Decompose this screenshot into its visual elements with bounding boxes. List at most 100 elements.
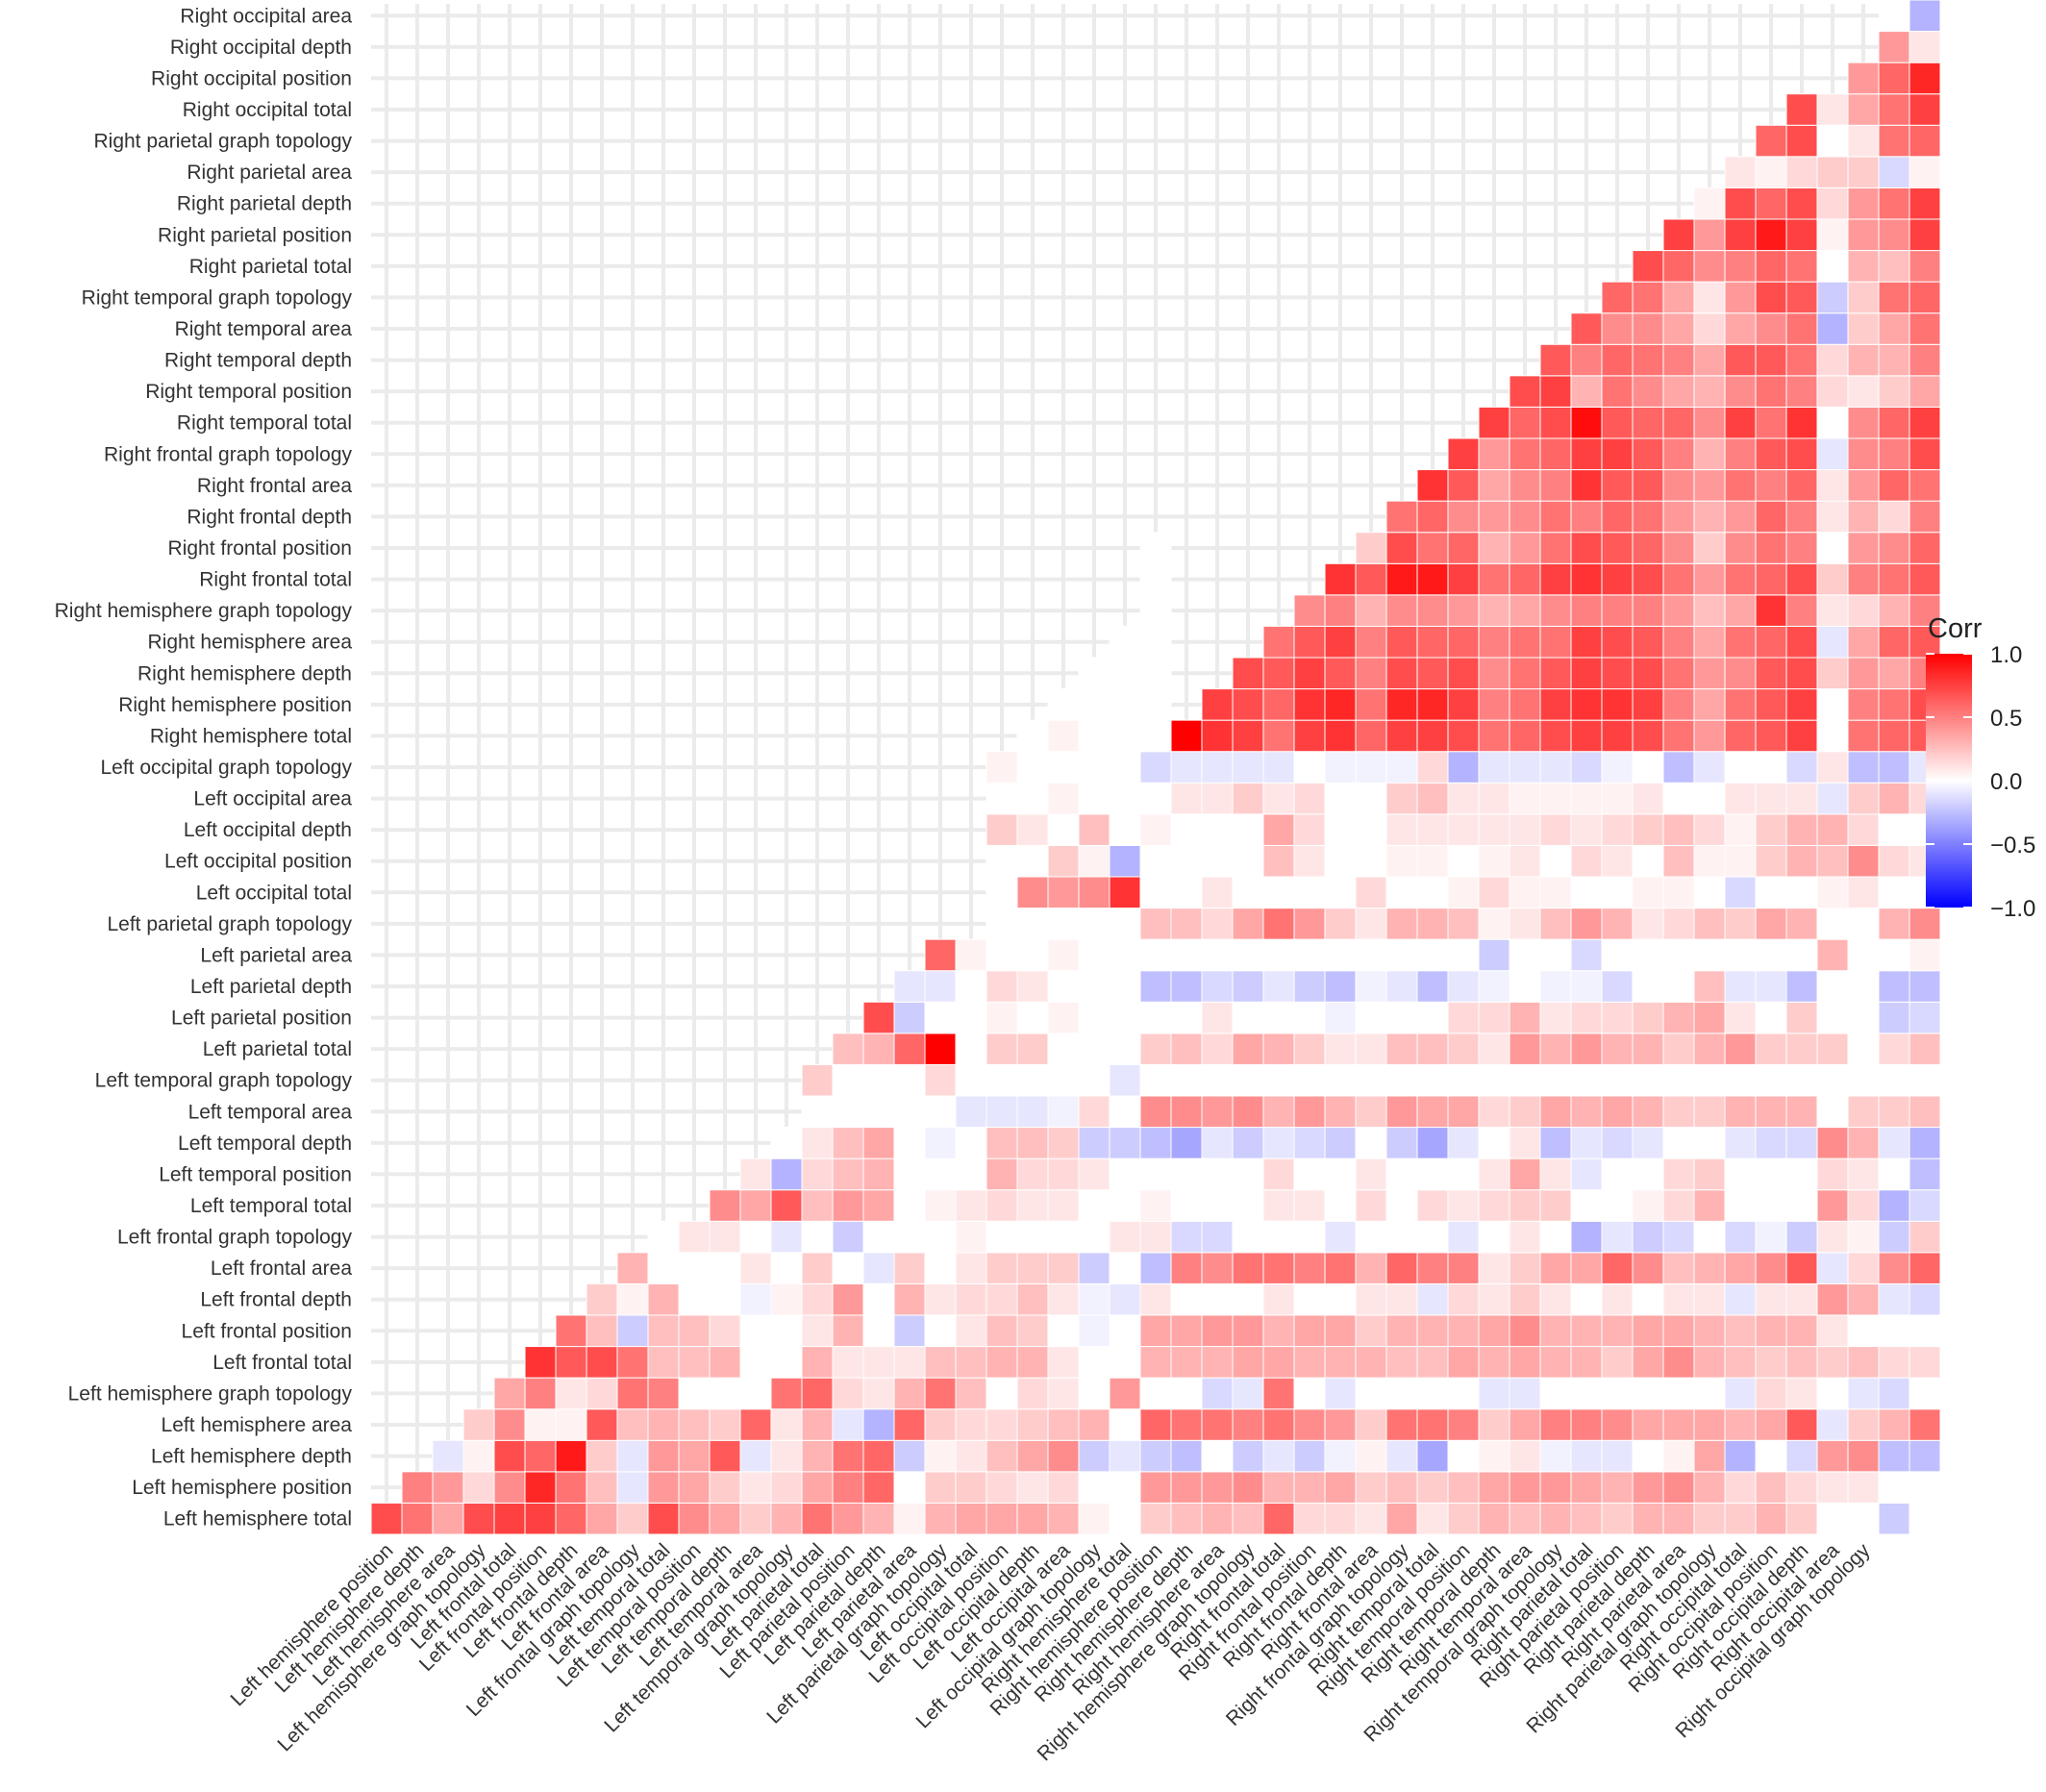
- heatmap-cell: [1878, 343, 1910, 377]
- heatmap-cell: [1262, 813, 1295, 846]
- heatmap-cell: [1785, 1439, 1818, 1473]
- heatmap-cell: [1662, 343, 1695, 377]
- heatmap-cell: [1601, 782, 1634, 815]
- heatmap-cell: [1416, 1127, 1449, 1159]
- heatmap-cell: [986, 1377, 1018, 1410]
- heatmap-cell: [1109, 782, 1141, 815]
- heatmap-cell: [1909, 375, 1941, 408]
- heatmap-cell: [955, 938, 987, 972]
- heatmap-cell: [1355, 688, 1387, 721]
- heatmap-cell: [1078, 844, 1110, 878]
- heatmap-cell: [1909, 343, 1941, 377]
- heatmap-cell: [1293, 876, 1326, 909]
- heatmap-cell: [1078, 1063, 1110, 1097]
- heatmap-cell: [801, 1408, 834, 1441]
- heatmap-cell: [1662, 1439, 1695, 1473]
- heatmap-cell: [1601, 1346, 1634, 1379]
- heatmap-cell: [1878, 625, 1910, 659]
- heatmap-cell: [1139, 532, 1172, 564]
- heatmap-cell: [1416, 688, 1449, 721]
- heatmap-cell: [1847, 1346, 1880, 1379]
- heatmap-cell: [924, 1220, 957, 1254]
- heatmap-cell: [1693, 1127, 1726, 1159]
- heatmap-cell: [1293, 1282, 1326, 1316]
- heatmap-cell: [1170, 1439, 1203, 1473]
- y-axis-tick-label: Right frontal position: [168, 537, 352, 560]
- heatmap-cell: [1909, 562, 1941, 596]
- heatmap-cell: [986, 1346, 1018, 1379]
- heatmap-cell: [1724, 970, 1757, 1003]
- heatmap-cell: [1601, 844, 1634, 878]
- heatmap-cell: [1509, 1252, 1541, 1284]
- heatmap-cell: [647, 1252, 680, 1284]
- heatmap-cell: [1847, 751, 1880, 784]
- heatmap-cell: [1878, 1127, 1910, 1159]
- heatmap-cell: [1385, 719, 1418, 753]
- heatmap-cell: [1816, 751, 1849, 784]
- heatmap-cell: [1909, 1157, 1941, 1191]
- heatmap-cell: [1570, 1471, 1603, 1504]
- heatmap-cell: [1416, 1282, 1449, 1316]
- heatmap-cell: [1509, 938, 1541, 972]
- heatmap-cell: [801, 1471, 834, 1504]
- heatmap-cell: [1816, 1282, 1849, 1316]
- heatmap-cell: [1232, 751, 1264, 784]
- heatmap-cell: [1201, 1282, 1234, 1316]
- heatmap-cell: [1416, 1471, 1449, 1504]
- heatmap-cell: [1293, 908, 1326, 940]
- heatmap-cell: [986, 876, 1018, 909]
- heatmap-cell: [1447, 938, 1480, 972]
- heatmap-cell: [1570, 1127, 1603, 1159]
- heatmap-cell: [1509, 1282, 1541, 1316]
- heatmap-cell: [1785, 1346, 1818, 1379]
- heatmap-cell: [832, 1439, 864, 1473]
- y-axis-tick-label: Right hemisphere graph topology: [55, 600, 353, 622]
- heatmap-cell: [1478, 970, 1510, 1003]
- heatmap-cell: [1755, 1282, 1787, 1316]
- heatmap-cell: [1109, 1063, 1141, 1097]
- heatmap-cell: [678, 1346, 711, 1379]
- heatmap-cell: [1170, 1252, 1203, 1284]
- heatmap-cell: [1016, 1439, 1049, 1473]
- heatmap-cell: [986, 751, 1018, 784]
- heatmap-cell: [1355, 1157, 1387, 1191]
- heatmap-cell: [1632, 813, 1664, 846]
- heatmap-cell: [1416, 1314, 1449, 1348]
- heatmap-cell: [1601, 625, 1634, 659]
- heatmap-cell: [1724, 1252, 1757, 1284]
- heatmap-cell: [1755, 562, 1787, 596]
- heatmap-cell: [1632, 719, 1664, 753]
- y-axis-tick-label: Right temporal position: [145, 381, 352, 403]
- heatmap-cell: [1570, 1095, 1603, 1129]
- heatmap-cell: [1632, 1314, 1664, 1348]
- heatmap-cell: [1847, 1095, 1880, 1129]
- heatmap-cell: [924, 1282, 957, 1316]
- heatmap-cell: [1785, 1282, 1818, 1316]
- heatmap-cell: [1878, 31, 1910, 63]
- heatmap-cell: [924, 1471, 957, 1504]
- heatmap-cell: [1785, 1220, 1818, 1254]
- heatmap-cell: [1632, 751, 1664, 784]
- y-axis-tick-label: Right parietal position: [158, 224, 352, 246]
- heatmap-cell: [1170, 1408, 1203, 1441]
- heatmap-cell: [955, 1439, 987, 1473]
- heatmap-cell: [1878, 218, 1910, 252]
- heatmap-cell: [1016, 1408, 1049, 1441]
- heatmap-cell: [1847, 876, 1880, 909]
- heatmap-cell: [1570, 938, 1603, 972]
- heatmap-cell: [678, 1408, 711, 1441]
- y-axis-tick-label: Right frontal total: [199, 569, 352, 591]
- heatmap-cell: [1139, 751, 1172, 784]
- heatmap-cell: [1355, 1252, 1387, 1284]
- heatmap-cell: [1416, 1001, 1449, 1034]
- heatmap-cell: [1232, 908, 1264, 940]
- heatmap-cell: [1355, 751, 1387, 784]
- heatmap-cell: [986, 1157, 1018, 1191]
- heatmap-cell: [739, 1252, 772, 1284]
- heatmap-cell: [1509, 908, 1541, 940]
- heatmap-cell: [1632, 562, 1664, 596]
- heatmap-cell: [1109, 1001, 1141, 1034]
- heatmap-cell: [1324, 1095, 1357, 1129]
- heatmap-cell: [1755, 908, 1787, 940]
- heatmap-cell: [1909, 124, 1941, 158]
